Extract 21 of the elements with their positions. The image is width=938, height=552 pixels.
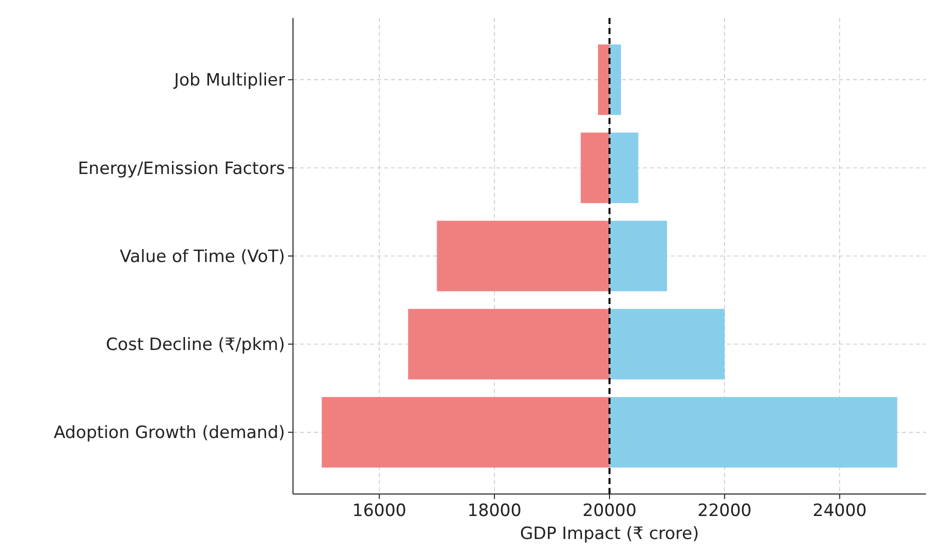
y-tick-label: Adoption Growth (demand) [54,423,285,444]
y-tick-label: Job Multiplier [173,70,285,91]
y-tick-label: Cost Decline (₹/pkm) [106,335,285,356]
x-tick-label: 20000 [582,501,637,521]
bar [322,397,610,468]
bar [610,397,898,468]
x-tick-label: 16000 [352,501,406,521]
bar [610,220,668,292]
bar [610,132,638,204]
x-tick-label: 24000 [812,501,867,521]
bar [408,308,610,380]
bar [580,132,610,204]
x-tick-label: 18000 [467,501,522,521]
bar [610,308,725,380]
bar [436,220,610,292]
x-tick-label: 22000 [698,501,752,521]
bar [598,44,610,115]
y-tick-label: Value of Time (VoT) [120,246,285,267]
x-axis-title: GDP Impact (₹ crore) [520,524,700,544]
bar [610,44,622,115]
y-tick-label: Energy/Emission Factors [78,158,286,179]
